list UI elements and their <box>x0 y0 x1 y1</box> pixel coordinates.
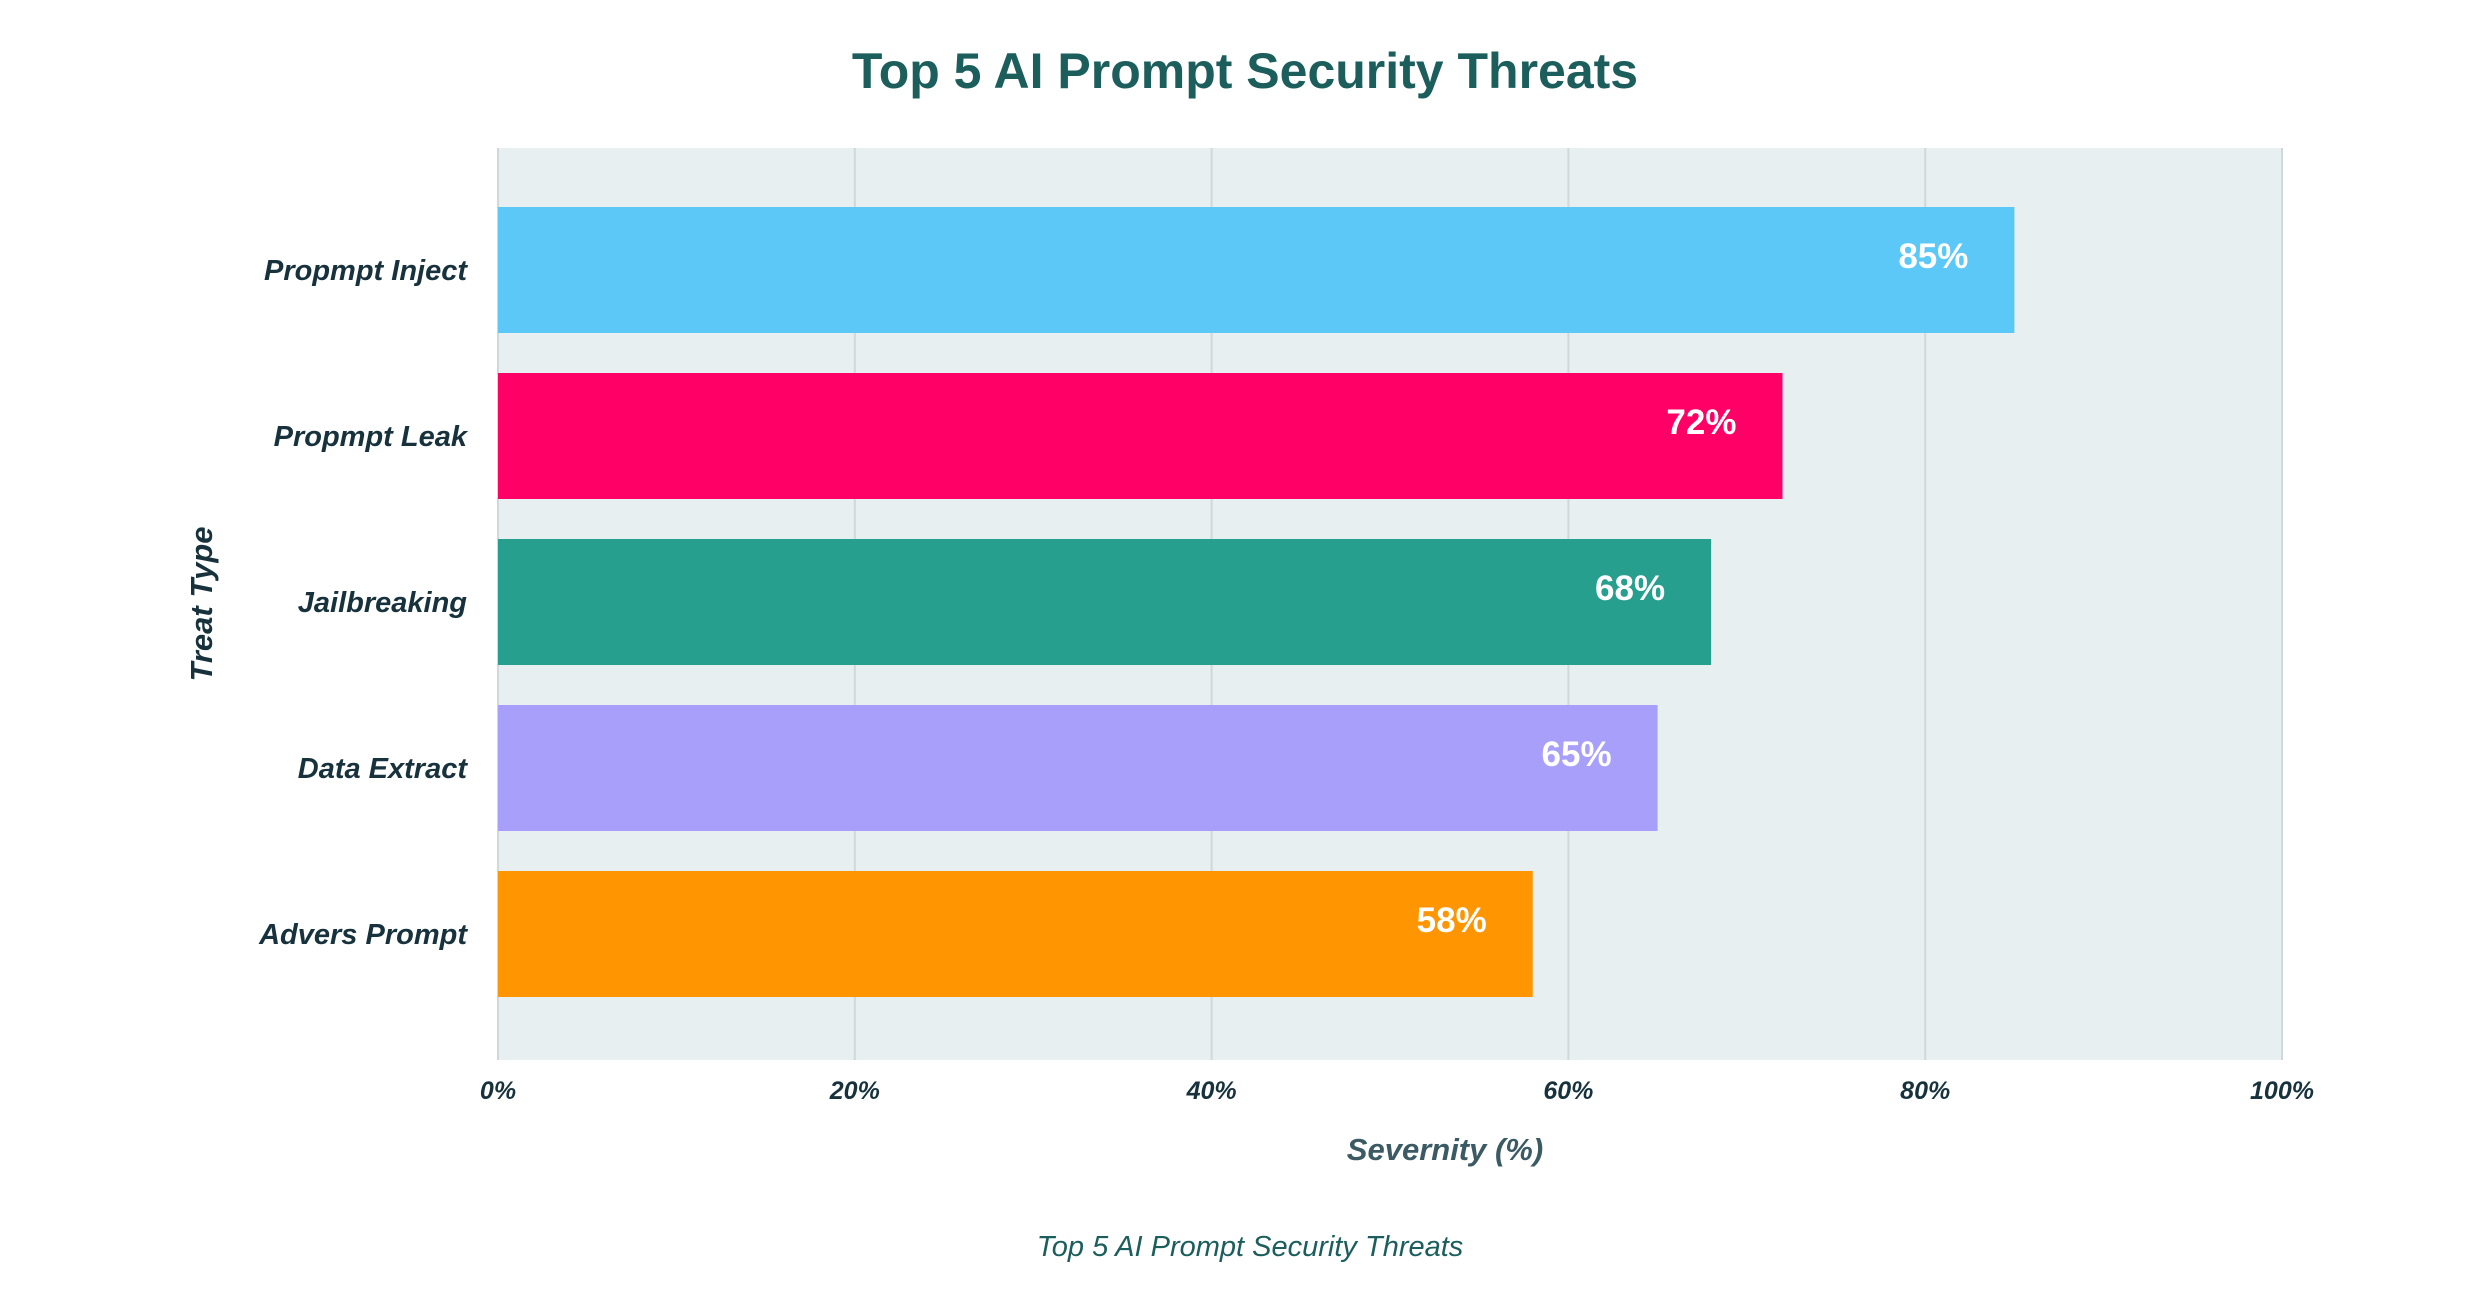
bar <box>498 207 2015 333</box>
y-axis-title: Treat Type <box>184 526 219 681</box>
chart-title: Top 5 AI Prompt Security Threats <box>852 43 1638 99</box>
bar <box>498 705 1658 831</box>
x-tick-label: 0% <box>480 1077 516 1105</box>
value-label: 65% <box>1542 735 1612 774</box>
value-label: 58% <box>1417 901 1487 940</box>
category-label: Data Extract <box>298 753 469 785</box>
chart-caption: Top 5 AI Prompt Security Threats <box>1037 1231 1464 1263</box>
value-labels: 85% 72% 68% 65% 58% <box>1417 237 1969 940</box>
x-tick-labels: 0% 20% 40% 60% 80% 100% <box>480 1077 2314 1105</box>
category-label: Propmpt Leak <box>274 421 469 453</box>
x-tick-label: 80% <box>1900 1077 1950 1105</box>
bar <box>498 539 1712 665</box>
bar <box>498 373 1783 499</box>
bars <box>498 207 2015 997</box>
x-tick-label: 100% <box>2250 1077 2314 1105</box>
x-tick-label: 60% <box>1543 1077 1593 1105</box>
category-label: Propmpt Inject <box>264 255 468 287</box>
x-tick-label: 40% <box>1186 1077 1237 1105</box>
value-label: 72% <box>1666 403 1736 442</box>
value-label: 85% <box>1898 237 1968 276</box>
category-label: Advers Prompt <box>258 919 468 951</box>
category-labels: Propmpt Inject Propmpt Leak Jailbreaking Da… <box>258 255 469 951</box>
category-label: Jailbreaking <box>298 587 468 619</box>
x-axis-title: Severnity (%) <box>1347 1132 1543 1167</box>
x-tick-label: 20% <box>829 1077 880 1105</box>
value-label: 68% <box>1595 569 1665 608</box>
bar <box>498 871 1533 997</box>
